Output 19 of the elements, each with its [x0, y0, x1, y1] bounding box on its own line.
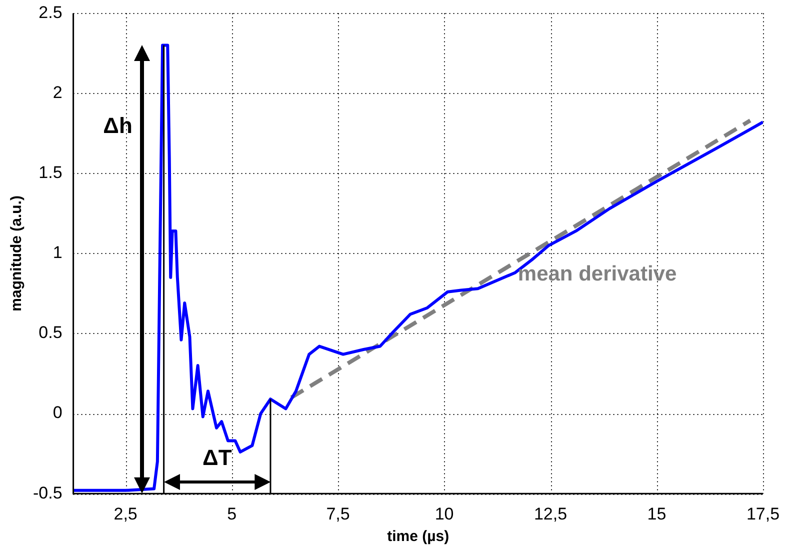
annotation: ΔT [202, 444, 232, 470]
y-tick-label: 0 [52, 403, 62, 422]
y-axis-title: magnitude (a.u.) [8, 195, 26, 312]
x-tick-label: 10 [434, 504, 454, 524]
y-tick-label: 1 [52, 243, 62, 262]
x-tick-label: 2,5 [114, 504, 138, 524]
annotation: Δh [103, 112, 132, 138]
x-axis-title: time (µs) [387, 528, 450, 546]
x-tick-label: 15 [647, 504, 666, 524]
x-tick-label: 5 [227, 504, 237, 524]
y-tick-label: 2.5 [38, 2, 62, 22]
y-tick-label: 1.5 [38, 163, 62, 182]
y-tick-label: 0.5 [38, 323, 62, 342]
x-tick-label: 7,5 [326, 504, 350, 524]
series-label: mean derivative [518, 262, 677, 286]
x-tick-label: 17,5 [746, 504, 780, 524]
x-tick-label: 12,5 [534, 504, 568, 524]
y-tick-label: 2 [52, 82, 62, 102]
y-tick-label: -0.5 [32, 483, 62, 502]
